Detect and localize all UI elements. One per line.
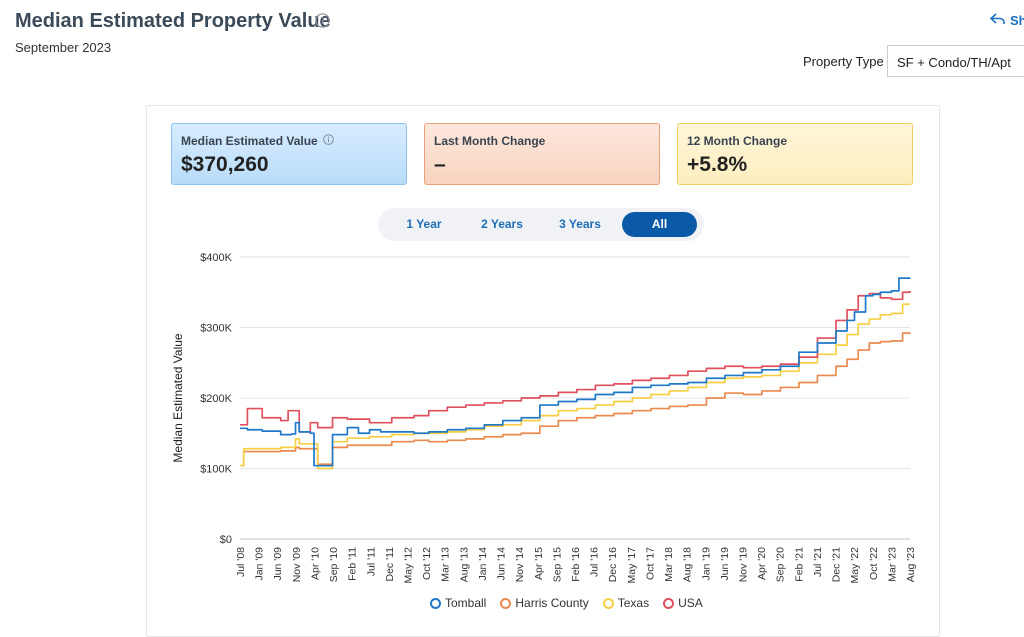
tab-all[interactable]: All xyxy=(622,212,697,237)
x-tick-label: Mar '13 xyxy=(440,547,452,582)
info-icon[interactable] xyxy=(322,134,334,148)
x-tick-label: Nov '09 xyxy=(291,547,303,582)
y-axis-label: Median Estimated Value xyxy=(171,333,185,463)
y-tick-label: $200K xyxy=(200,393,232,405)
series-line-usa xyxy=(240,290,911,433)
share-label: Sh xyxy=(1010,13,1024,28)
twelve-month-label: 12 Month Change xyxy=(687,134,788,148)
x-tick-label: Jul '16 xyxy=(589,547,601,577)
chart-panel xyxy=(146,105,940,637)
twelve-month-card: 12 Month Change +5.8% xyxy=(677,123,913,185)
x-tick-label: Apr '10 xyxy=(309,547,321,580)
legend-swatch-usa xyxy=(663,597,675,609)
date-subtitle: September 2023 xyxy=(15,40,112,55)
x-tick-label: Jan '19 xyxy=(700,547,712,581)
last-month-value: – xyxy=(434,153,446,176)
legend-swatch-texas xyxy=(602,597,614,609)
page-title: Median Estimated Property Value xyxy=(15,10,331,32)
x-tick-label: Sep '15 xyxy=(551,547,563,582)
x-tick-label: Jun '14 xyxy=(496,547,508,581)
x-tick-label: Oct '22 xyxy=(868,547,880,580)
last-month-label: Last Month Change xyxy=(434,134,546,148)
x-tick-label: Jul '11 xyxy=(365,547,377,576)
x-tick-label: Jul '21 xyxy=(812,547,824,577)
property-type-label: Property Type xyxy=(803,54,884,69)
tab-2-years[interactable]: 2 Years xyxy=(481,217,523,231)
x-tick-label: Aug '13 xyxy=(458,547,470,582)
x-tick-label: Feb '11 xyxy=(347,547,359,581)
tab-1-year[interactable]: 1 Year xyxy=(406,217,442,231)
legend-swatch-tomball xyxy=(430,597,441,609)
legend-item-harris-county[interactable]: Harris County xyxy=(500,596,589,610)
median-value: $370,260 xyxy=(181,153,269,176)
legend-item-usa[interactable]: USA xyxy=(663,596,703,610)
x-tick-label: Mar '18 xyxy=(663,547,675,582)
x-tick-label: Sep '10 xyxy=(328,547,340,582)
legend-label: USA xyxy=(678,596,703,610)
x-tick-label: May '12 xyxy=(403,547,415,584)
range-tabs: 1 Year 2 Years 3 Years All xyxy=(378,208,704,241)
x-tick-label: Nov '14 xyxy=(514,547,526,582)
x-tick-label: Jan '09 xyxy=(254,547,266,581)
x-tick-label: Jun '09 xyxy=(272,547,284,581)
legend-item-tomball[interactable]: Tomball xyxy=(430,596,486,610)
x-tick-label: Aug '18 xyxy=(682,547,694,582)
x-tick-label: Feb '16 xyxy=(570,547,582,582)
property-type-select[interactable]: SF + Condo/TH/Apt xyxy=(887,45,1024,77)
legend-label: Harris County xyxy=(515,596,589,610)
x-tick-label: Feb '21 xyxy=(793,547,805,582)
info-icon[interactable] xyxy=(315,13,330,33)
x-tick-label: Apr '20 xyxy=(756,547,768,580)
legend-item-texas[interactable]: Texas xyxy=(602,596,650,610)
legend-swatch-harris-county xyxy=(500,597,512,609)
x-tick-label: Jan '14 xyxy=(477,547,489,581)
x-tick-label: Mar '23 xyxy=(886,547,898,582)
x-tick-label: Dec '21 xyxy=(831,547,843,582)
median-value-card: Median Estimated Value $370,260 xyxy=(171,123,407,185)
twelve-month-value: +5.8% xyxy=(687,153,748,176)
y-tick-label: $400K xyxy=(200,252,232,264)
chart-legend: Tomball Harris County Texas USA xyxy=(430,596,703,610)
series-line-texas xyxy=(240,303,910,470)
y-tick-label: $100K xyxy=(200,464,232,476)
x-tick-label: Dec '16 xyxy=(607,547,619,582)
x-tick-label: Aug '23 xyxy=(905,547,917,582)
x-tick-label: Oct '12 xyxy=(421,547,433,580)
last-month-card: Last Month Change – xyxy=(424,123,660,185)
tab-3-years[interactable]: 3 Years xyxy=(559,217,601,231)
x-tick-label: Jul '08 xyxy=(235,547,247,577)
x-tick-label: Apr '15 xyxy=(533,547,545,580)
x-tick-label: Jun '19 xyxy=(719,547,731,581)
share-icon xyxy=(989,12,1006,29)
x-tick-label: Oct '17 xyxy=(644,547,656,580)
legend-label: Tomball xyxy=(445,596,487,610)
y-tick-label: $0 xyxy=(220,534,232,546)
x-tick-label: Dec '11 xyxy=(384,547,396,582)
x-tick-label: May '17 xyxy=(626,547,638,584)
share-button[interactable]: Sh xyxy=(989,12,1024,29)
median-value-label: Median Estimated Value xyxy=(181,134,318,148)
x-tick-label: Nov '19 xyxy=(738,547,750,582)
x-tick-label: Sep '20 xyxy=(775,547,787,582)
x-tick-label: May '22 xyxy=(849,547,861,584)
y-tick-label: $300K xyxy=(200,323,232,335)
legend-label: Texas xyxy=(617,596,650,610)
series-line-tomball xyxy=(240,277,911,467)
